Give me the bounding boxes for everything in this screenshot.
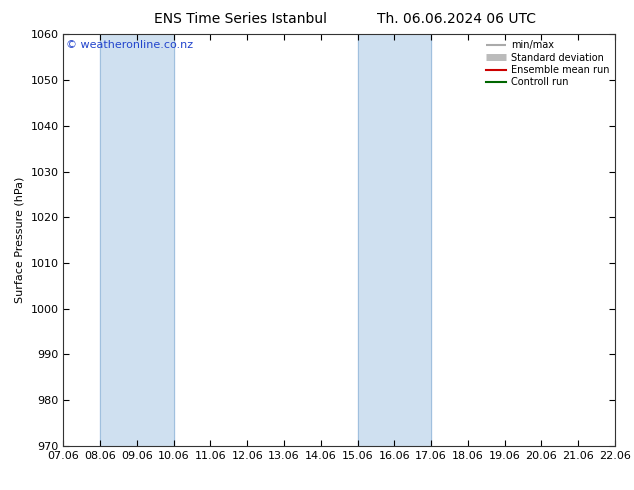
Text: Th. 06.06.2024 06 UTC: Th. 06.06.2024 06 UTC [377, 12, 536, 26]
Text: © weatheronline.co.nz: © weatheronline.co.nz [66, 41, 193, 50]
Bar [358, 34, 431, 446]
Legend: min/max, Standard deviation, Ensemble mean run, Controll run: min/max, Standard deviation, Ensemble me… [483, 37, 612, 90]
Bar [100, 34, 174, 446]
Y-axis label: Surface Pressure (hPa): Surface Pressure (hPa) [15, 177, 25, 303]
Text: ENS Time Series Istanbul: ENS Time Series Istanbul [155, 12, 327, 26]
